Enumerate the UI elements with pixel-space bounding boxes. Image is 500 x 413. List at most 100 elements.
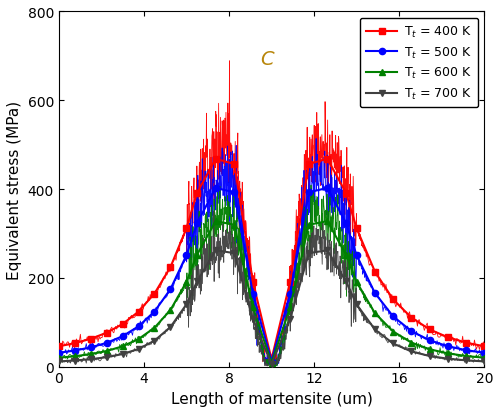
T$_t$ = 600 K xyxy=(324,219,330,224)
T$_t$ = 600 K xyxy=(72,354,78,359)
T$_t$ = 400 K xyxy=(184,226,190,231)
T$_t$ = 500 K xyxy=(408,329,414,334)
Line: T$_t$ = 400 K: T$_t$ = 400 K xyxy=(56,156,488,363)
T$_t$ = 400 K xyxy=(408,315,414,320)
T$_t$ = 600 K xyxy=(136,337,141,342)
T$_t$ = 700 K xyxy=(408,349,414,354)
T$_t$ = 600 K xyxy=(306,223,312,228)
T$_t$ = 700 K xyxy=(390,341,396,346)
T$_t$ = 400 K xyxy=(372,269,378,274)
T$_t$ = 600 K xyxy=(426,347,432,352)
T$_t$ = 400 K xyxy=(88,337,94,342)
T$_t$ = 500 K xyxy=(372,291,378,296)
T$_t$ = 700 K xyxy=(232,251,237,256)
Line: T$_t$ = 500 K: T$_t$ = 500 K xyxy=(56,185,488,365)
T$_t$ = 400 K xyxy=(390,297,396,302)
T$_t$ = 400 K xyxy=(136,309,141,314)
T$_t$ = 600 K xyxy=(212,219,218,224)
T$_t$ = 700 K xyxy=(88,357,94,362)
T$_t$ = 400 K xyxy=(343,191,349,196)
T$_t$ = 600 K xyxy=(120,344,126,349)
T$_t$ = 400 K xyxy=(56,344,62,349)
T$_t$ = 700 K xyxy=(168,325,173,330)
T$_t$ = 400 K xyxy=(168,265,173,270)
T$_t$ = 400 K xyxy=(250,280,256,285)
T$_t$ = 600 K xyxy=(408,340,414,345)
T$_t$ = 400 K xyxy=(426,327,432,332)
T$_t$ = 500 K xyxy=(232,190,237,195)
T$_t$ = 500 K xyxy=(168,287,173,292)
T$_t$ = 400 K xyxy=(463,340,469,345)
T$_t$ = 400 K xyxy=(194,191,200,196)
T$_t$ = 700 K xyxy=(482,359,488,364)
Text: C: C xyxy=(260,50,274,69)
X-axis label: Length of martensite (um): Length of martensite (um) xyxy=(170,391,372,406)
T$_t$ = 600 K xyxy=(168,308,173,313)
T$_t$ = 500 K xyxy=(354,253,360,258)
T$_t$ = 500 K xyxy=(212,186,218,191)
T$_t$ = 700 K xyxy=(56,359,62,364)
T$_t$ = 400 K xyxy=(324,157,330,162)
T$_t$ = 500 K xyxy=(152,309,158,314)
T$_t$ = 400 K xyxy=(212,157,218,162)
T$_t$ = 700 K xyxy=(136,347,141,351)
T$_t$ = 400 K xyxy=(287,280,293,285)
T$_t$ = 500 K xyxy=(72,348,78,353)
T$_t$ = 500 K xyxy=(343,221,349,226)
T$_t$ = 400 K xyxy=(152,291,158,296)
T$_t$ = 700 K xyxy=(152,338,158,343)
T$_t$ = 700 K xyxy=(354,302,360,307)
T$_t$ = 500 K xyxy=(268,359,274,364)
T$_t$ = 700 K xyxy=(287,317,293,322)
Y-axis label: Equivalent stress (MPa): Equivalent stress (MPa) xyxy=(7,100,22,279)
T$_t$ = 400 K xyxy=(232,162,237,167)
T$_t$ = 600 K xyxy=(390,329,396,334)
T$_t$ = 400 K xyxy=(306,162,312,167)
Line: T$_t$ = 600 K: T$_t$ = 600 K xyxy=(56,218,488,366)
T$_t$ = 600 K xyxy=(232,223,237,228)
T$_t$ = 500 K xyxy=(287,291,293,296)
T$_t$ = 600 K xyxy=(56,355,62,360)
T$_t$ = 400 K xyxy=(120,322,126,327)
T$_t$ = 500 K xyxy=(324,186,330,191)
T$_t$ = 700 K xyxy=(372,327,378,332)
T$_t$ = 600 K xyxy=(482,355,488,360)
T$_t$ = 500 K xyxy=(306,190,312,195)
T$_t$ = 500 K xyxy=(104,341,110,346)
T$_t$ = 400 K xyxy=(268,357,274,362)
T$_t$ = 400 K xyxy=(354,226,360,231)
T$_t$ = 500 K xyxy=(390,314,396,319)
T$_t$ = 700 K xyxy=(120,352,126,357)
T$_t$ = 600 K xyxy=(287,305,293,310)
T$_t$ = 500 K xyxy=(194,221,200,226)
T$_t$ = 700 K xyxy=(463,358,469,363)
T$_t$ = 600 K xyxy=(268,361,274,366)
T$_t$ = 500 K xyxy=(250,291,256,296)
T$_t$ = 600 K xyxy=(372,311,378,316)
T$_t$ = 600 K xyxy=(343,252,349,257)
T$_t$ = 500 K xyxy=(120,334,126,339)
T$_t$ = 700 K xyxy=(324,248,330,253)
T$_t$ = 600 K xyxy=(354,280,360,285)
Line: T$_t$ = 700 K: T$_t$ = 700 K xyxy=(56,247,488,368)
T$_t$ = 500 K xyxy=(463,348,469,353)
T$_t$ = 500 K xyxy=(56,351,62,356)
T$_t$ = 700 K xyxy=(343,279,349,284)
T$_t$ = 700 K xyxy=(268,362,274,367)
T$_t$ = 700 K xyxy=(426,354,432,358)
T$_t$ = 400 K xyxy=(72,341,78,346)
T$_t$ = 600 K xyxy=(104,349,110,354)
T$_t$ = 700 K xyxy=(194,279,200,284)
T$_t$ = 600 K xyxy=(194,252,200,257)
T$_t$ = 700 K xyxy=(184,302,190,307)
T$_t$ = 600 K xyxy=(184,280,190,285)
T$_t$ = 500 K xyxy=(426,338,432,343)
T$_t$ = 400 K xyxy=(482,344,488,349)
T$_t$ = 500 K xyxy=(482,351,488,356)
T$_t$ = 600 K xyxy=(152,325,158,330)
T$_t$ = 400 K xyxy=(104,330,110,335)
T$_t$ = 700 K xyxy=(212,248,218,253)
T$_t$ = 500 K xyxy=(445,344,451,349)
T$_t$ = 500 K xyxy=(136,324,141,329)
T$_t$ = 600 K xyxy=(463,354,469,358)
